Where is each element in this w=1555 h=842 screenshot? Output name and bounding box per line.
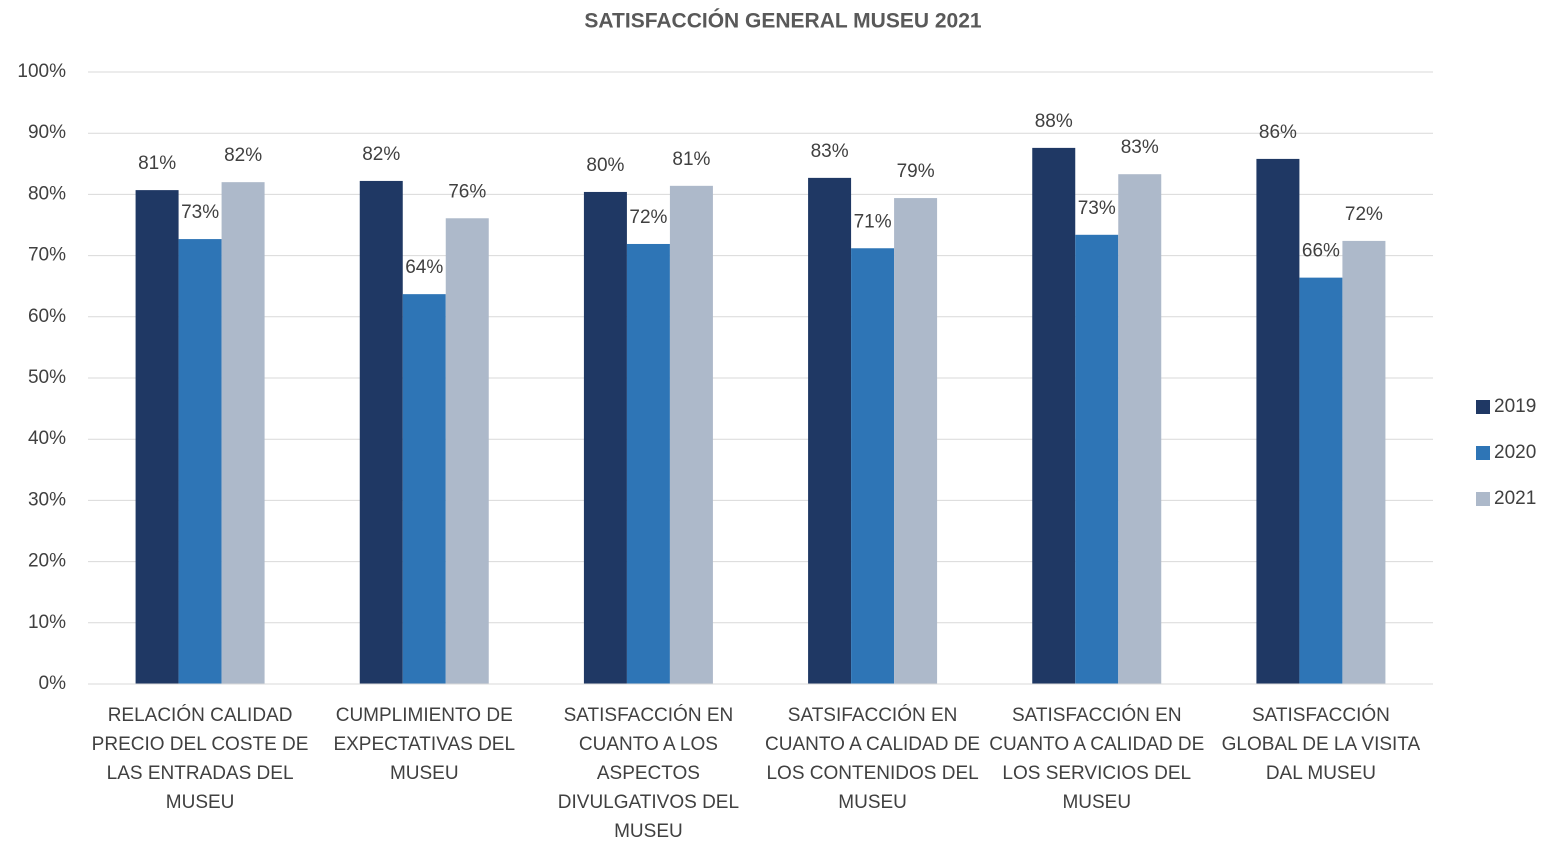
y-tick-label: 50% [28,367,66,388]
x-tick-line: PRECIO DEL COSTE DE [92,734,309,755]
data-label: 82% [224,145,262,166]
data-label: 86% [1259,122,1297,143]
x-tick-line: EXPECTATIVAS DEL [333,734,515,755]
bar [669,185,713,684]
data-label: 81% [672,149,710,170]
bar [1299,277,1343,684]
legend-swatch [1476,492,1490,506]
x-tick-line: MUSEU [166,792,235,813]
x-tick-line: GLOBAL DE LA VISITA [1222,734,1421,755]
x-tick-line: LAS ENTRADAS DEL [107,763,294,784]
bar [359,180,403,684]
x-tick-line: DIVULGATIVOS DEL [558,792,739,813]
data-label: 83% [811,141,849,162]
x-tick-line: LOS SERVICIOS DEL [1002,763,1191,784]
data-label: 82% [362,144,400,165]
data-label: 83% [1121,137,1159,158]
data-label: 73% [1078,198,1116,219]
x-tick-line: SATSIFACCIÓN EN [788,704,958,726]
x-tick-label: SATSIFACCIÓN EN CUANTO A CALIDAD DE LOS CO… [765,704,980,813]
bar [1256,158,1300,685]
legend-label: 2021 [1494,488,1536,509]
data-label: 71% [854,211,892,232]
x-tick-line: LOS CONTENIDOS DEL [766,763,978,784]
bar [1342,240,1386,685]
y-tick-label: 80% [28,183,66,204]
x-tick-line: CUANTO A LOS [579,734,718,755]
data-label: 72% [1345,204,1383,225]
bar [1032,147,1076,684]
x-tick-line: MUSEU [1062,792,1131,813]
x-tick-line: MUSEU [838,792,907,813]
y-tick-label: 20% [28,551,66,572]
data-label: 64% [405,257,443,278]
y-tick-label: 60% [28,306,66,327]
bar [894,198,938,684]
legend-label: 2020 [1494,442,1536,463]
x-tick-line: SATISFACCIÓN EN [564,704,734,726]
bar [445,218,489,684]
bar [851,248,895,685]
x-tick-line: CUMPLIMIENTO DE [336,705,513,726]
data-label: 88% [1035,111,1073,132]
bar [135,190,179,684]
x-tick-line: RELACIÓN CALIDAD [108,704,293,726]
x-tick-line: CUANTO A CALIDAD DE [765,734,980,755]
y-tick-label: 90% [28,122,66,143]
data-label: 81% [138,153,176,174]
bar [221,182,265,684]
bar [178,239,222,685]
bar [402,294,446,684]
x-tick-label: SATISFACCIÓN GLOBAL DE LA VISITA DAL MUSEU [1222,704,1421,784]
legend-label: 2019 [1494,396,1536,417]
x-tick-label: SATISFACCIÓN EN CUANTO A CALIDAD DE LOS SE… [989,704,1204,813]
data-label: 76% [448,181,486,202]
y-tick-label: 10% [28,612,66,633]
y-tick-label: 30% [28,489,66,510]
x-tick-line: DAL MUSEU [1266,763,1376,784]
x-tick-line: CUANTO A CALIDAD DE [989,734,1204,755]
x-tick-label: RELACIÓN CALIDAD PRECIO DEL COSTE DE LAS E… [92,704,309,813]
x-tick-label: CUMPLIMIENTO DE EXPECTATIVAS DEL MUSEU [333,705,515,784]
x-tick-line: SATISFACCIÓN [1252,704,1390,726]
x-tick-label: SATISFACCIÓN EN CUANTO A LOS ASPECTOS DIVUL… [558,704,739,842]
x-tick-line: MUSEU [390,763,459,784]
y-tick-label: 100% [17,61,66,82]
data-label: 79% [897,161,935,182]
y-tick-label: 70% [28,245,66,266]
y-tick-label: 40% [28,428,66,449]
x-tick-line: MUSEU [614,821,683,842]
bar [626,243,670,685]
legend-swatch [1476,446,1490,460]
legend-swatch [1476,400,1490,414]
chart-title: SATISFACCIÓN GENERAL MUSEU 2021 [584,9,981,33]
data-label: 72% [629,207,667,228]
data-label: 66% [1302,241,1340,262]
bar [808,177,852,684]
bar [1075,234,1119,685]
data-label: 73% [181,202,219,223]
y-tick-label: 0% [39,673,67,694]
x-tick-line: SATISFACCIÓN EN [1012,704,1182,726]
bar [1118,174,1162,685]
data-label: 80% [586,155,624,176]
bar [583,191,627,684]
x-tick-line: ASPECTOS [597,763,700,784]
